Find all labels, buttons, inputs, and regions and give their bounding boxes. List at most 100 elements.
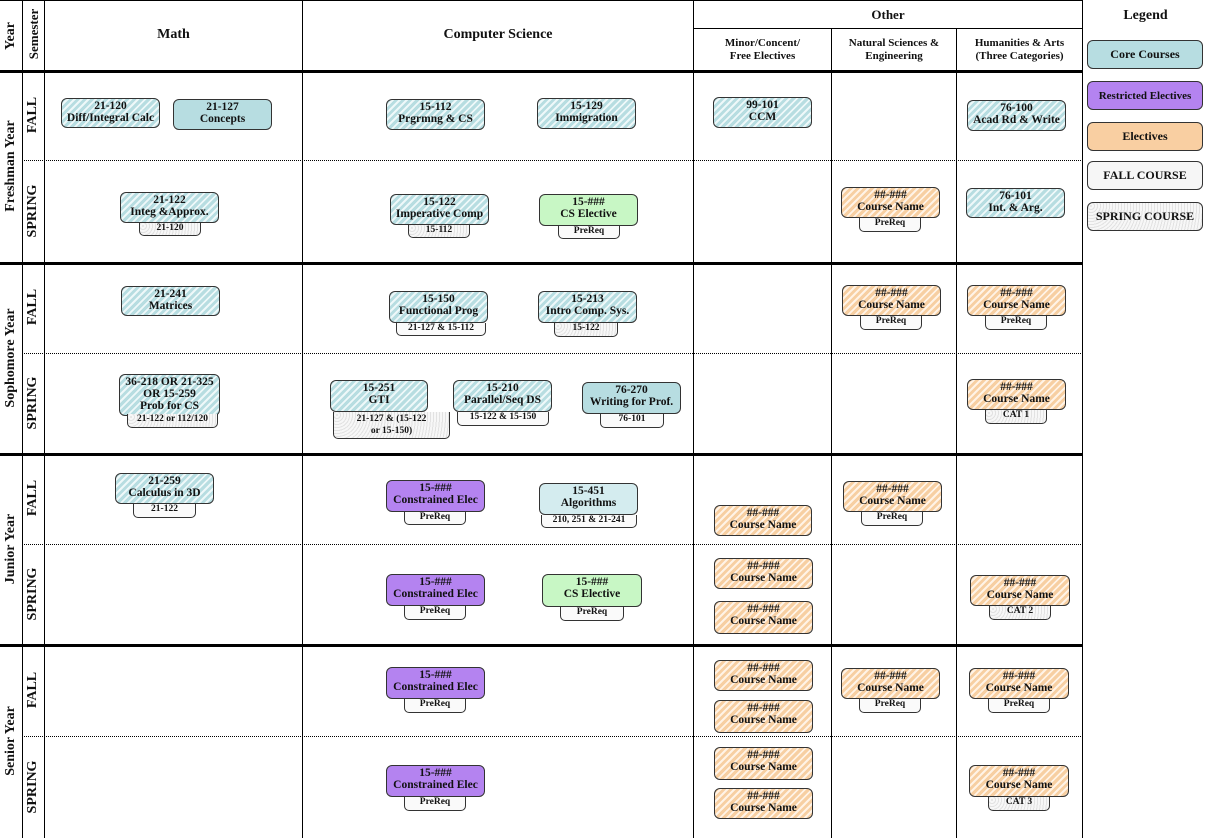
course-box[interactable]: 21-259 Calculus in 3D xyxy=(115,473,214,504)
other-header: Other xyxy=(871,7,905,22)
course-box[interactable]: 15-### Constrained Elec xyxy=(386,765,485,797)
course-number: 76-100 xyxy=(1000,102,1033,114)
course-box[interactable]: 76-100 Acad Rd & Write xyxy=(967,100,1066,131)
prereq-tag: 21-127 & 15-112 xyxy=(396,323,486,336)
course-name: Writing for Prof. xyxy=(589,396,674,408)
course-box[interactable]: ##-### Course Name xyxy=(714,505,812,536)
course-box[interactable]: ##-### Course Name xyxy=(714,558,813,589)
course-number: 15-### xyxy=(575,576,609,588)
course-box[interactable]: 76-101 Int. & Arg. xyxy=(966,188,1065,218)
course-box[interactable]: 15-### CS Elective xyxy=(542,574,642,607)
course-number: ##-### xyxy=(746,507,780,519)
course-box[interactable]: 21-120 Diff/Integral Calc xyxy=(61,98,160,128)
legend-header: Legend xyxy=(1123,8,1168,23)
course-box[interactable]: ##-### Course Name xyxy=(843,481,942,512)
course-box[interactable]: ##-### Course Name xyxy=(714,788,813,819)
course-box[interactable]: 15-112 Prgrmng & CS xyxy=(386,99,485,130)
course-name: Course Name xyxy=(857,682,924,694)
course-box[interactable]: ##-### Course Name xyxy=(714,747,813,780)
course-number: 15-112 xyxy=(419,101,452,113)
course-name: Course Name xyxy=(986,589,1054,601)
year-header: Year xyxy=(3,22,18,50)
course-name: Intro Comp. Sys. xyxy=(545,305,630,317)
course-box[interactable]: 15-### Constrained Elec xyxy=(386,574,485,606)
course-number: 15-### xyxy=(419,482,452,494)
prereq-tag: PreReq xyxy=(404,512,466,525)
course-name: Course Name xyxy=(730,674,797,686)
course-box[interactable]: 99-101 CCM xyxy=(713,97,812,128)
course-box[interactable]: 15-129 Immigration xyxy=(537,98,636,129)
col-line xyxy=(44,0,45,838)
course-box[interactable]: ##-### Course Name xyxy=(714,601,813,634)
course-box[interactable]: 15-210 Parallel/Seq DS xyxy=(453,380,552,412)
course-box[interactable]: 15-150 Functional Prog xyxy=(389,291,488,323)
course-name: Constrained Elec xyxy=(393,494,478,506)
year-label-senior: Senior Year xyxy=(3,706,18,776)
course-name: GTI xyxy=(368,394,390,406)
prereq-tag: 21-122 or 112/120 xyxy=(127,414,218,428)
course-name: Calculus in 3D xyxy=(128,487,201,499)
prereq-tag: PreReq xyxy=(861,512,923,526)
prereq-tag: 21-127 & (15-122 or 15-150) xyxy=(333,412,450,439)
prereq-tag: PreReq xyxy=(985,316,1047,330)
prereq-tag: 15-122 & 15-150 xyxy=(457,412,549,426)
prereq-tag: PreReq xyxy=(988,699,1050,713)
course-number: 99-101 xyxy=(746,99,779,111)
course-name: Course Name xyxy=(730,615,797,627)
course-box[interactable]: 21-122 Integ &Approx. xyxy=(120,192,219,223)
course-box[interactable]: 15-### Constrained Elec xyxy=(386,667,485,699)
course-box[interactable]: 21-127 Concepts xyxy=(173,99,272,130)
col-line xyxy=(22,0,23,838)
course-name: CS Elective xyxy=(563,588,621,600)
course-number: ##-### xyxy=(1000,287,1033,299)
junior-divider xyxy=(0,453,1083,456)
prereq-tag: PreReq xyxy=(404,797,466,811)
course-box[interactable]: 15-### Constrained Elec xyxy=(386,480,485,512)
course-box[interactable]: 21-241 Matrices xyxy=(121,286,220,316)
course-box[interactable]: ##-### Course Name xyxy=(841,187,940,218)
course-box[interactable]: 36-218 OR 21-325 OR 15-259 Prob for CS xyxy=(119,374,220,416)
course-box[interactable]: 15-### CS Elective xyxy=(539,194,638,226)
course-number: 76-101 xyxy=(999,190,1032,202)
course-number: OR 15-259 xyxy=(143,388,196,400)
course-name: Course Name xyxy=(857,201,924,213)
course-name: Course Name xyxy=(859,495,926,507)
course-box[interactable]: ##-### Course Name xyxy=(714,660,813,691)
course-number: 15-### xyxy=(572,196,605,208)
course-name: Course Name xyxy=(858,299,925,311)
prereq-tag: PreReq xyxy=(860,316,922,330)
course-number: ##-### xyxy=(1002,767,1036,779)
senior-semester-divider xyxy=(22,736,1083,737)
course-box[interactable]: ##-### Course Name xyxy=(970,575,1070,606)
course-box[interactable]: 15-451 Algorithms xyxy=(539,483,638,515)
prereq-line: or 15-150) xyxy=(370,426,413,436)
prereq-tag: 15-122 xyxy=(554,323,618,337)
course-number: 21-120 xyxy=(94,100,127,112)
course-number: ##-### xyxy=(747,662,780,674)
course-box[interactable]: ##-### Course Name xyxy=(714,700,813,733)
legend-spring-course: SPRING COURSE xyxy=(1087,202,1203,231)
course-number: 15-### xyxy=(419,767,452,779)
semester-spring: SPRING xyxy=(25,567,40,621)
course-number: ##-### xyxy=(874,189,907,201)
course-name: Course Name xyxy=(730,761,797,773)
course-box[interactable]: ##-### Course Name xyxy=(841,668,940,699)
course-name: Immigration xyxy=(555,112,618,124)
math-header: Math xyxy=(157,27,190,42)
course-box[interactable]: ##-### Course Name xyxy=(842,285,941,316)
course-number: ##-### xyxy=(875,287,908,299)
course-box[interactable]: 15-213 Intro Comp. Sys. xyxy=(538,291,637,323)
course-box[interactable]: ##-### Course Name xyxy=(967,285,1066,316)
semester-spring: SPRING xyxy=(25,760,40,814)
course-number: 21-122 xyxy=(153,194,186,206)
course-box[interactable]: ##-### Course Name xyxy=(967,379,1066,410)
prereq-tag: 76-101 xyxy=(600,414,664,428)
course-box[interactable]: 76-270 Writing for Prof. xyxy=(582,382,681,414)
course-box[interactable]: ##-### Course Name xyxy=(969,668,1069,699)
course-box[interactable]: ##-### Course Name xyxy=(969,765,1069,797)
course-box[interactable]: 15-122 Imperative Comp xyxy=(390,194,489,225)
course-box[interactable]: 15-251 GTI xyxy=(330,380,428,412)
course-number: 36-218 OR 21-325 xyxy=(125,376,214,388)
course-name: Course Name xyxy=(983,393,1050,405)
course-number: 21-241 xyxy=(154,288,187,300)
